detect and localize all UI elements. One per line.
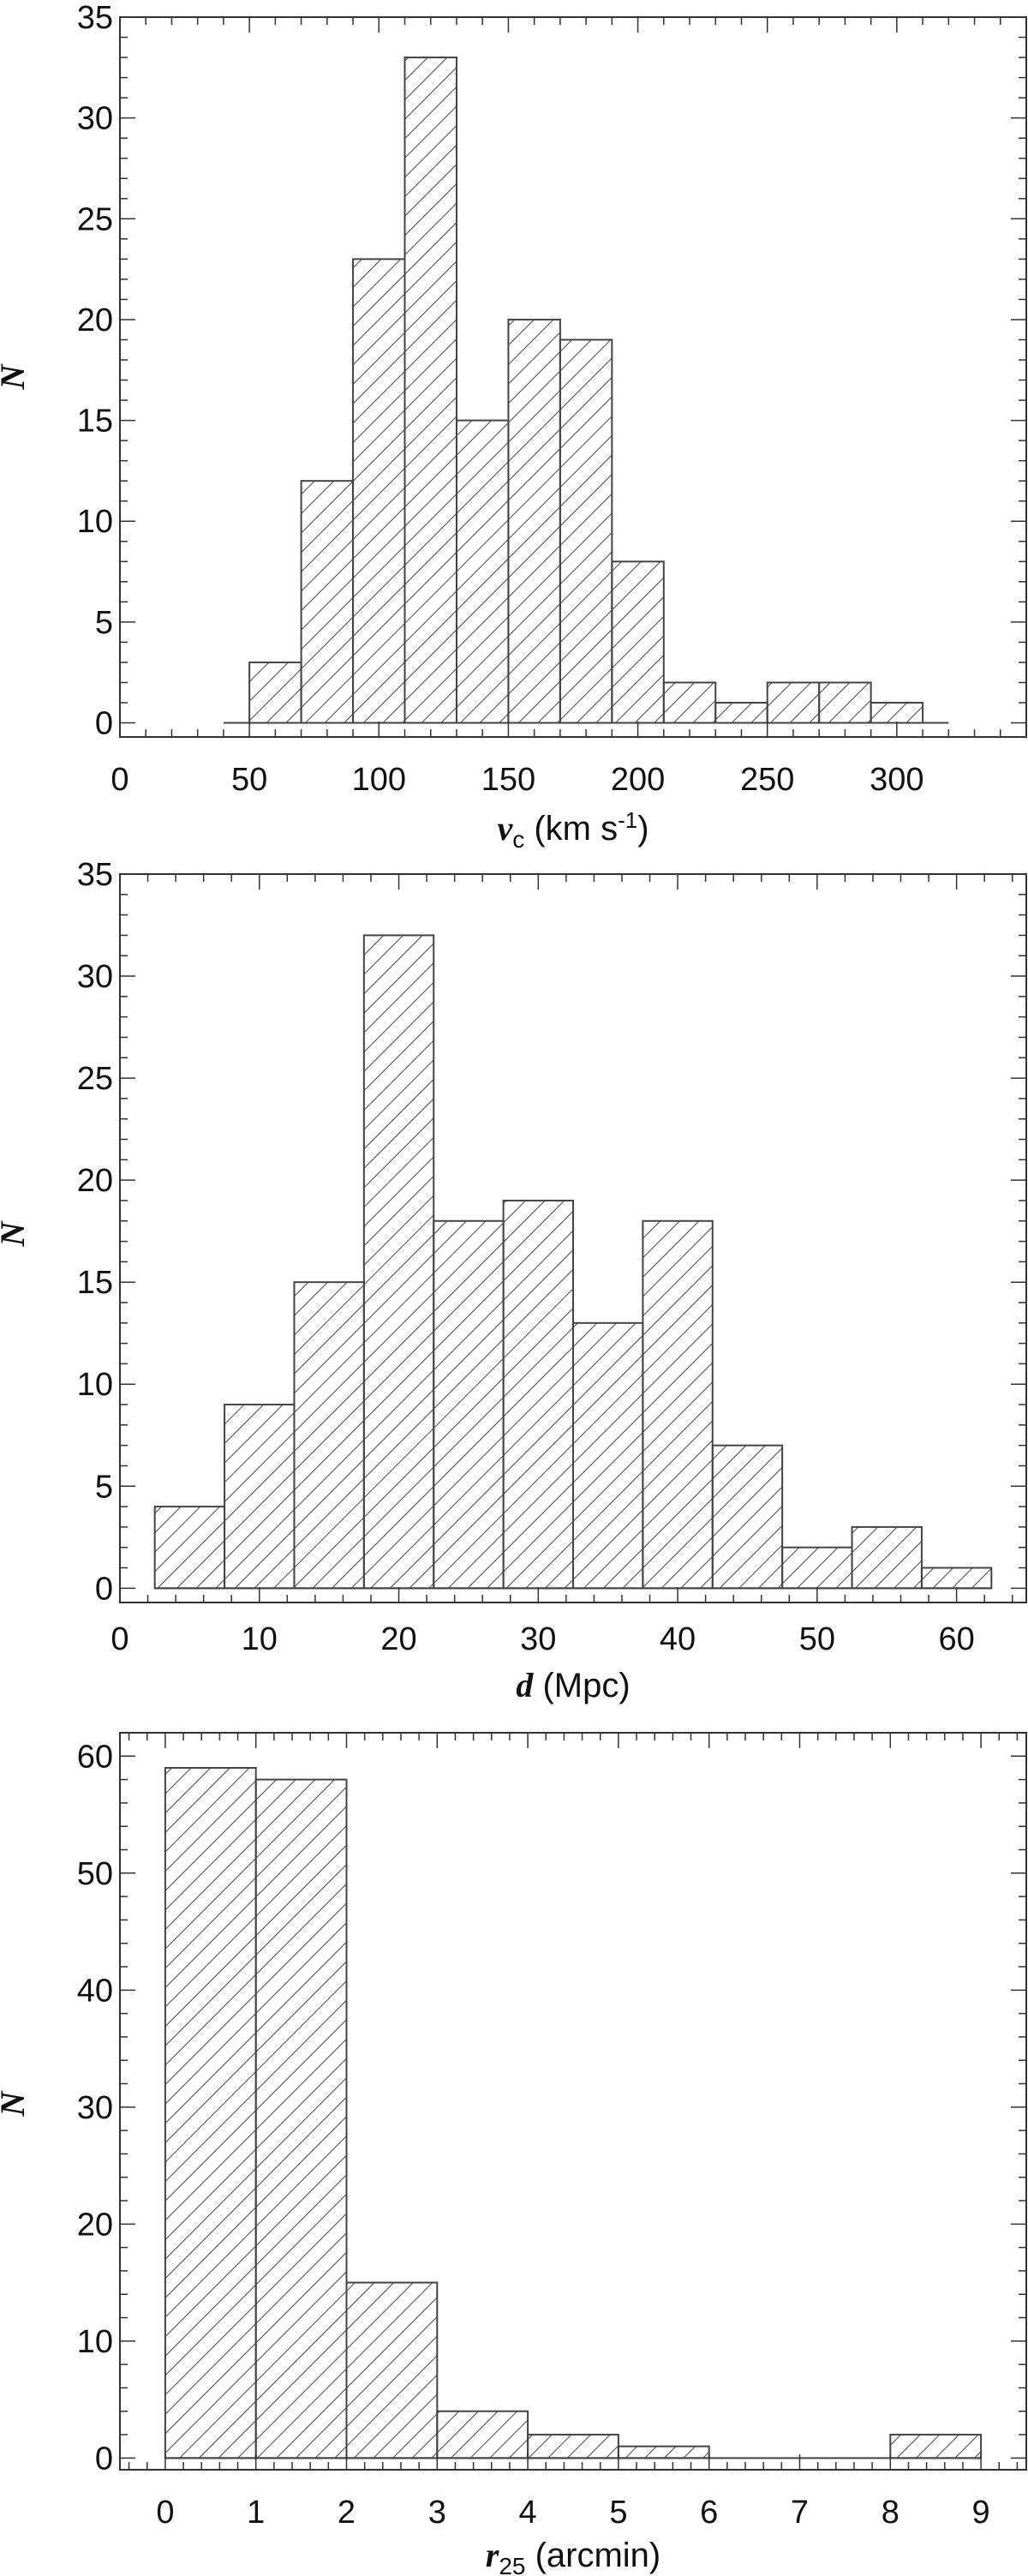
x-tick-label: 20: [380, 1621, 416, 1657]
histogram-bar: [870, 702, 924, 724]
y-tick-label: 35: [77, 857, 113, 893]
y-tick-label: 60: [77, 1739, 113, 1775]
x-tick-label: 7: [791, 2495, 809, 2531]
histogram-bar: [662, 681, 717, 724]
plot-frame: [119, 16, 1027, 738]
x-axis-label: vc (km s-1): [497, 807, 648, 853]
y-tick-label: 10: [77, 2324, 113, 2360]
y-tick-label: 15: [77, 404, 113, 440]
x-tick-label: 300: [870, 762, 923, 798]
x-tick-label: 60: [938, 1621, 974, 1657]
histogram-bar: [300, 480, 355, 724]
x-tick-label: 150: [481, 762, 535, 798]
histogram-bar: [248, 661, 302, 724]
y-tick-label: 20: [77, 1163, 113, 1199]
y-tick-label: 40: [77, 1973, 113, 2009]
histogram-bar: [559, 338, 613, 724]
histogram-bar: [851, 1525, 923, 1590]
y-axis-label: N: [0, 2089, 32, 2117]
histogram-bar: [362, 934, 435, 1590]
y-tick-label: 30: [77, 101, 113, 137]
x-tick-label: 250: [740, 762, 794, 798]
y-tick-label: 30: [77, 959, 113, 995]
histogram-bar: [345, 2281, 439, 2459]
histogram-bar: [224, 1404, 296, 1590]
x-tick-label: 10: [242, 1621, 278, 1657]
histogram-bar: [502, 1199, 574, 1590]
histogram-bar: [642, 1219, 714, 1590]
y-axis-label: N: [0, 1219, 32, 1247]
x-tick-label: 50: [799, 1621, 835, 1657]
histogram-bar: [293, 1281, 365, 1590]
x-tick-label: 8: [882, 2495, 900, 2531]
y-tick-label: 20: [77, 2207, 113, 2243]
histogram-bar: [164, 1766, 257, 2459]
histogram-bar: [436, 2410, 529, 2459]
histogram-panel-2: 0 10 20 30 40 50 60 0 5 10 15 20 25 30 35 Nd (Mpc): [0, 857, 1027, 1704]
histogram-bar: [711, 1444, 784, 1590]
x-tick-label: 6: [700, 2495, 718, 2531]
y-axis-label: N: [0, 362, 32, 390]
x-tick-label: 200: [611, 762, 665, 798]
histogram-bar: [153, 1506, 226, 1590]
y-tick-label: 25: [77, 201, 113, 237]
x-axis-label: d (Mpc): [516, 1666, 630, 1704]
histogram-bar: [714, 702, 768, 724]
y-tick-label: 25: [77, 1061, 113, 1097]
y-tick-label: 15: [77, 1265, 113, 1301]
plot-frame: [119, 1732, 1027, 2471]
y-tick-label: 0: [95, 706, 113, 742]
x-tick-label: 0: [111, 762, 128, 798]
histogram-bar: [920, 1567, 993, 1590]
x-axis-label: r25 (arcmin): [486, 2536, 661, 2576]
histogram-bar: [352, 258, 406, 724]
x-tick-label: 3: [428, 2495, 446, 2531]
histogram-bar: [781, 1546, 853, 1590]
histogram-panel-1: 0 50 100 150 200 250 300 0 5 10 15 20 25 30 35 Nvc (km …: [0, 0, 1027, 853]
x-tick-label: 40: [660, 1621, 696, 1657]
histogram-bar: [617, 2445, 710, 2459]
y-tick-label: 20: [77, 303, 113, 338]
y-tick-label: 30: [77, 2090, 113, 2126]
x-tick-label: 2: [338, 2495, 356, 2531]
histogram-panel-3: 0 1 2 3 4 5 6 7 8 9 0 10 20 30 40 50 60 Nr25 (arcmin): [0, 1732, 1027, 2576]
x-tick-label: 0: [156, 2495, 174, 2531]
x-tick-label: 9: [972, 2495, 990, 2531]
histogram-bar: [611, 560, 665, 724]
y-tick-label: 0: [95, 1571, 113, 1607]
histogram-bar: [254, 1778, 348, 2459]
histogram-bar: [455, 419, 510, 724]
y-tick-label: 10: [77, 504, 113, 540]
y-tick-label: 50: [77, 1856, 113, 1892]
histogram-bar: [572, 1321, 644, 1590]
x-tick-label: 5: [609, 2495, 627, 2531]
y-tick-label: 35: [77, 0, 113, 36]
histogram-bar: [403, 57, 457, 724]
histogram-bar: [818, 681, 872, 724]
histogram-bar: [766, 681, 821, 724]
histogram-bar: [527, 2434, 619, 2459]
y-tick-label: 5: [95, 605, 113, 641]
y-tick-label: 0: [95, 2441, 113, 2477]
x-tick-label: 100: [352, 762, 406, 798]
y-tick-label: 10: [77, 1367, 113, 1403]
x-tick-label: 30: [520, 1621, 556, 1657]
x-tick-label: 1: [247, 2495, 265, 2531]
x-tick-label: 4: [519, 2495, 537, 2531]
histogram-bar: [889, 2434, 983, 2459]
y-tick-label: 5: [95, 1469, 113, 1505]
histogram-bar: [507, 318, 561, 724]
x-tick-label: 50: [231, 762, 267, 798]
plot-frame: [119, 873, 1027, 1603]
histogram-bar: [433, 1219, 505, 1590]
x-tick-label: 0: [111, 1621, 128, 1657]
